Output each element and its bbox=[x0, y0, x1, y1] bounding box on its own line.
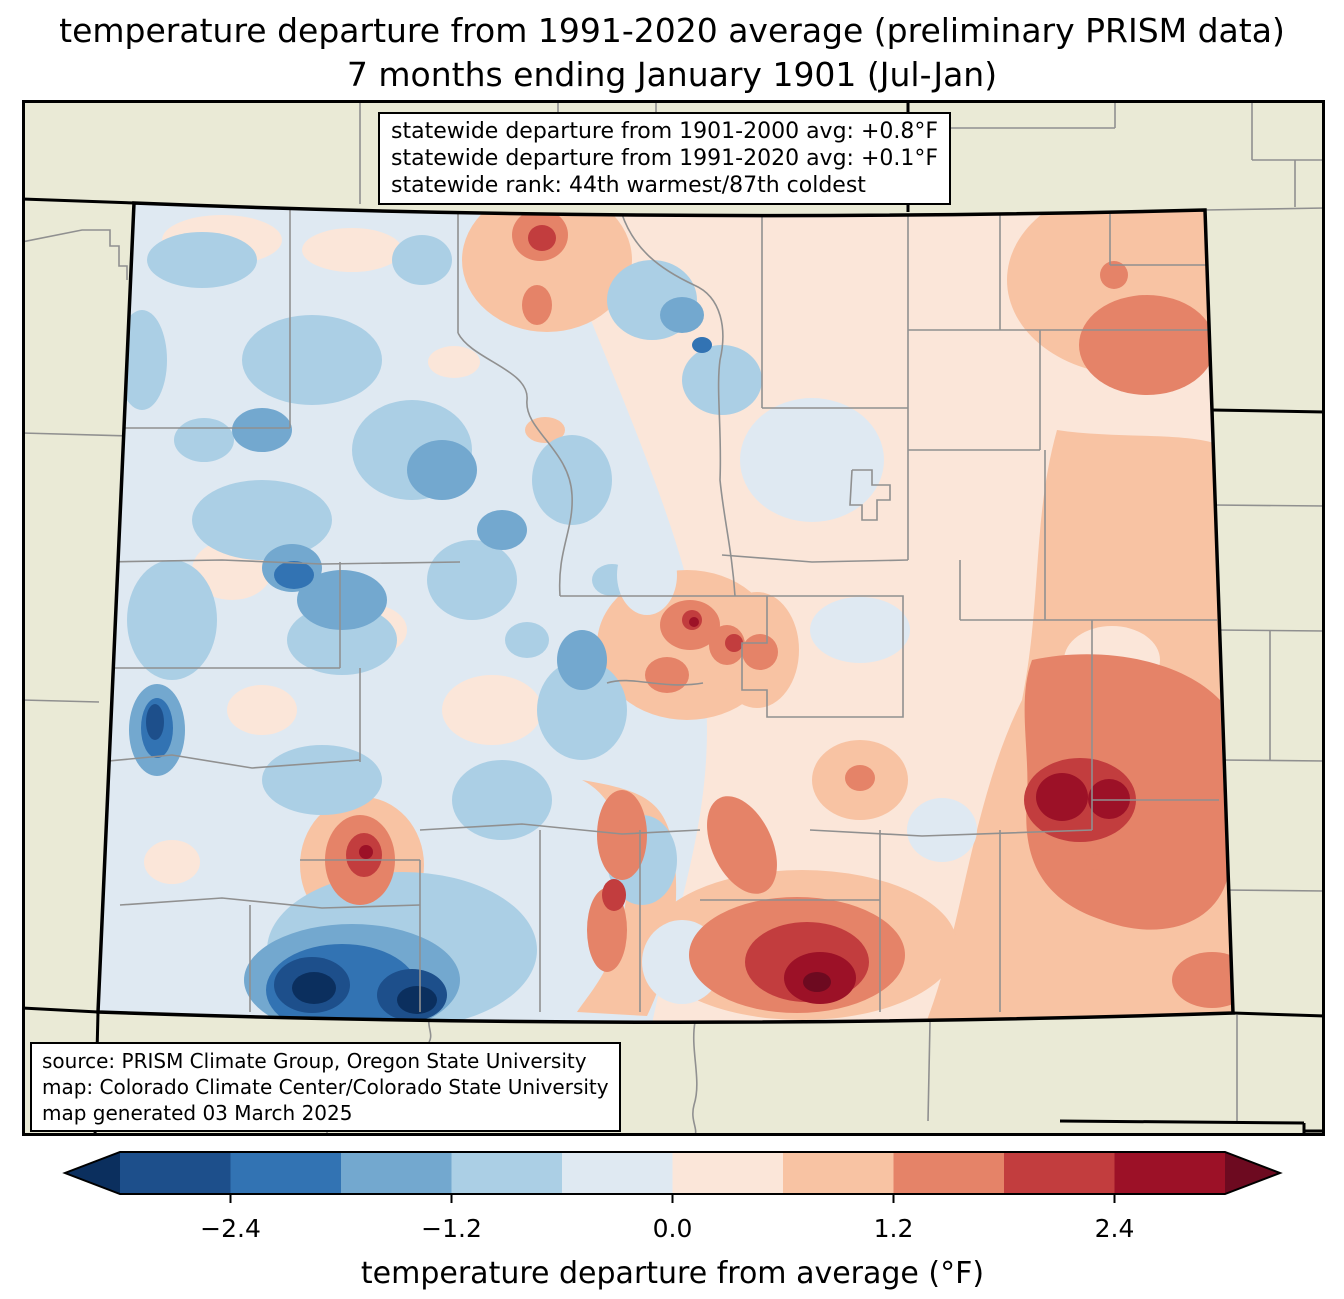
tick-label: −2.4 bbox=[200, 1214, 261, 1243]
colorbar-outline bbox=[62, 1151, 1283, 1195]
source-box: source: PRISM Climate Group, Oregon Stat… bbox=[30, 1042, 621, 1132]
source-line-3: map generated 03 March 2025 bbox=[42, 1101, 353, 1125]
colorado-map bbox=[22, 100, 1325, 1136]
colorbar-tick-marks bbox=[229, 1194, 1116, 1203]
neighbor-county-lines bbox=[22, 100, 1325, 1136]
title-line-1: temperature departure from 1991-2020 ave… bbox=[59, 11, 1285, 50]
stats-line-2: statewide departure from 1991-2020 avg: … bbox=[391, 146, 939, 171]
colorbar-segments bbox=[65, 1152, 1280, 1194]
colorbar-over-arrow bbox=[1225, 1152, 1280, 1194]
tick-label: 0.0 bbox=[653, 1214, 693, 1243]
source-line-1: source: PRISM Climate Group, Oregon Stat… bbox=[42, 1049, 587, 1073]
axes-frame bbox=[22, 100, 1325, 1136]
temperature-contours bbox=[98, 203, 1233, 1023]
source-line-2: map: Colorado Climate Center/Colorado St… bbox=[42, 1075, 609, 1099]
stats-line-3: statewide rank: 44th warmest/87th coldes… bbox=[391, 173, 866, 198]
statewide-stats-box: statewide departure from 1901-2000 avg: … bbox=[378, 112, 952, 205]
title-line-2: 7 months ending January 1901 (Jul-Jan) bbox=[346, 55, 998, 94]
colorado-county-lines bbox=[98, 206, 1219, 1012]
chart-title: temperature departure from 1991-2020 ave… bbox=[0, 9, 1344, 97]
tick-label: 1.2 bbox=[874, 1214, 914, 1243]
colorbar-under-arrow bbox=[65, 1152, 120, 1194]
tick-label: −1.2 bbox=[421, 1214, 482, 1243]
colorbar: −2.4 −1.2 0.0 1.2 2.4 temperature depart… bbox=[62, 1151, 1283, 1291]
stats-line-1: statewide departure from 1901-2000 avg: … bbox=[391, 119, 939, 144]
colorado-state-border bbox=[96, 201, 1235, 1024]
tick-label: 2.4 bbox=[1095, 1214, 1135, 1243]
colorbar-tick-labels: −2.4 −1.2 0.0 1.2 2.4 bbox=[200, 1214, 1134, 1243]
colorbar-axis-label: temperature departure from average (°F) bbox=[361, 1256, 984, 1291]
